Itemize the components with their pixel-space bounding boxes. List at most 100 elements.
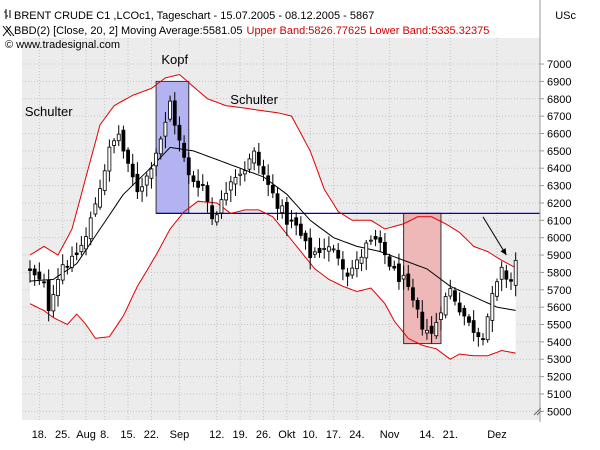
candle — [387, 253, 392, 271]
candle-body — [238, 173, 243, 176]
candle — [60, 254, 65, 285]
candle-body — [84, 236, 88, 250]
candle — [308, 228, 313, 270]
upper-band-line — [29, 73, 516, 269]
candle — [359, 249, 364, 272]
candle — [266, 164, 271, 196]
candle-body — [158, 138, 163, 155]
candle — [406, 265, 411, 291]
candle — [182, 135, 187, 162]
candle — [107, 139, 112, 182]
y-tick-label: 6900 — [547, 76, 571, 88]
candle-body — [284, 201, 289, 225]
candle-body — [308, 237, 313, 259]
candle-body — [275, 193, 280, 209]
candle — [471, 310, 476, 342]
x-tick-label: 10. — [303, 429, 318, 441]
candle — [499, 261, 504, 292]
y-tick-label: 6700 — [547, 111, 571, 123]
candle — [112, 138, 116, 154]
y-tick-label: 6200 — [547, 198, 571, 210]
y-tick-label: 6300 — [547, 181, 571, 193]
candle-body — [434, 322, 439, 337]
candle-body — [93, 203, 98, 215]
candle-body — [303, 232, 308, 242]
candle-body — [177, 124, 182, 141]
candle-body — [130, 163, 135, 178]
candle-body — [383, 241, 387, 256]
candle — [326, 236, 331, 262]
candle-body — [453, 290, 457, 302]
candle-body — [172, 100, 177, 126]
candle — [130, 153, 135, 186]
x-tick-label: 14. — [419, 429, 434, 441]
candle — [411, 278, 415, 308]
pattern-label: Schulter — [25, 104, 73, 119]
candle-body — [397, 263, 401, 282]
candle-body — [280, 205, 285, 213]
candle — [140, 177, 144, 202]
candle-body — [499, 266, 504, 280]
candle-body — [425, 329, 429, 334]
x-tick-label: Dez — [487, 429, 507, 441]
pattern-label: Schulter — [230, 92, 278, 107]
candle — [65, 260, 70, 275]
candle — [275, 187, 280, 221]
candle — [168, 95, 173, 122]
resize-grip-icon[interactable] — [533, 407, 542, 416]
candle-body — [107, 146, 112, 172]
candle-body — [411, 287, 415, 301]
candle — [70, 246, 74, 273]
candle — [354, 251, 359, 278]
y-tick-label: 6100 — [547, 215, 571, 227]
candle — [79, 236, 84, 256]
candle — [247, 153, 252, 174]
candle — [420, 300, 425, 336]
candle — [196, 169, 201, 197]
candle — [495, 278, 499, 302]
candle — [443, 292, 448, 319]
candle — [135, 162, 140, 200]
candle-body — [37, 271, 42, 280]
candle-body — [42, 281, 46, 284]
arrow-shaft — [482, 216, 507, 256]
candle-body — [252, 150, 257, 164]
candle — [74, 242, 79, 261]
y-tick-label: 6600 — [547, 129, 571, 141]
x-tick-label: 22. — [144, 429, 159, 441]
candle — [28, 260, 32, 283]
candle-body — [186, 157, 191, 176]
candle-body — [476, 332, 481, 338]
candle — [126, 147, 130, 173]
candle-body — [51, 294, 56, 312]
candle — [369, 235, 373, 245]
y-tick-label: 7000 — [547, 59, 571, 71]
x-tick-label: 21. — [443, 429, 458, 441]
candle — [448, 279, 453, 300]
candle-body — [219, 199, 224, 214]
x-tick-label: 12. — [209, 429, 224, 441]
candle-body — [126, 149, 130, 164]
candle — [144, 172, 149, 197]
candle — [172, 92, 177, 135]
candle — [284, 196, 289, 237]
candle-body — [224, 192, 229, 201]
candle — [331, 244, 336, 253]
candle-body — [439, 312, 443, 320]
candle — [373, 229, 378, 247]
candle-body — [359, 256, 364, 264]
indicator-settings: BBD(2) [Close, 20, 2] Moving Average:558… — [14, 25, 243, 37]
candle-body — [317, 247, 322, 254]
candle-body — [70, 255, 74, 268]
candle — [476, 327, 481, 347]
candle-body — [46, 279, 51, 312]
candle-body — [415, 299, 420, 310]
candle — [303, 230, 308, 250]
candle-body — [144, 175, 149, 186]
candle-body — [481, 338, 485, 341]
candle-body — [448, 288, 453, 297]
y-tick-label: 5100 — [547, 389, 571, 401]
band-indicator-icon — [2, 25, 15, 37]
x-tick-label: 15. — [120, 429, 135, 441]
candle — [429, 316, 434, 344]
